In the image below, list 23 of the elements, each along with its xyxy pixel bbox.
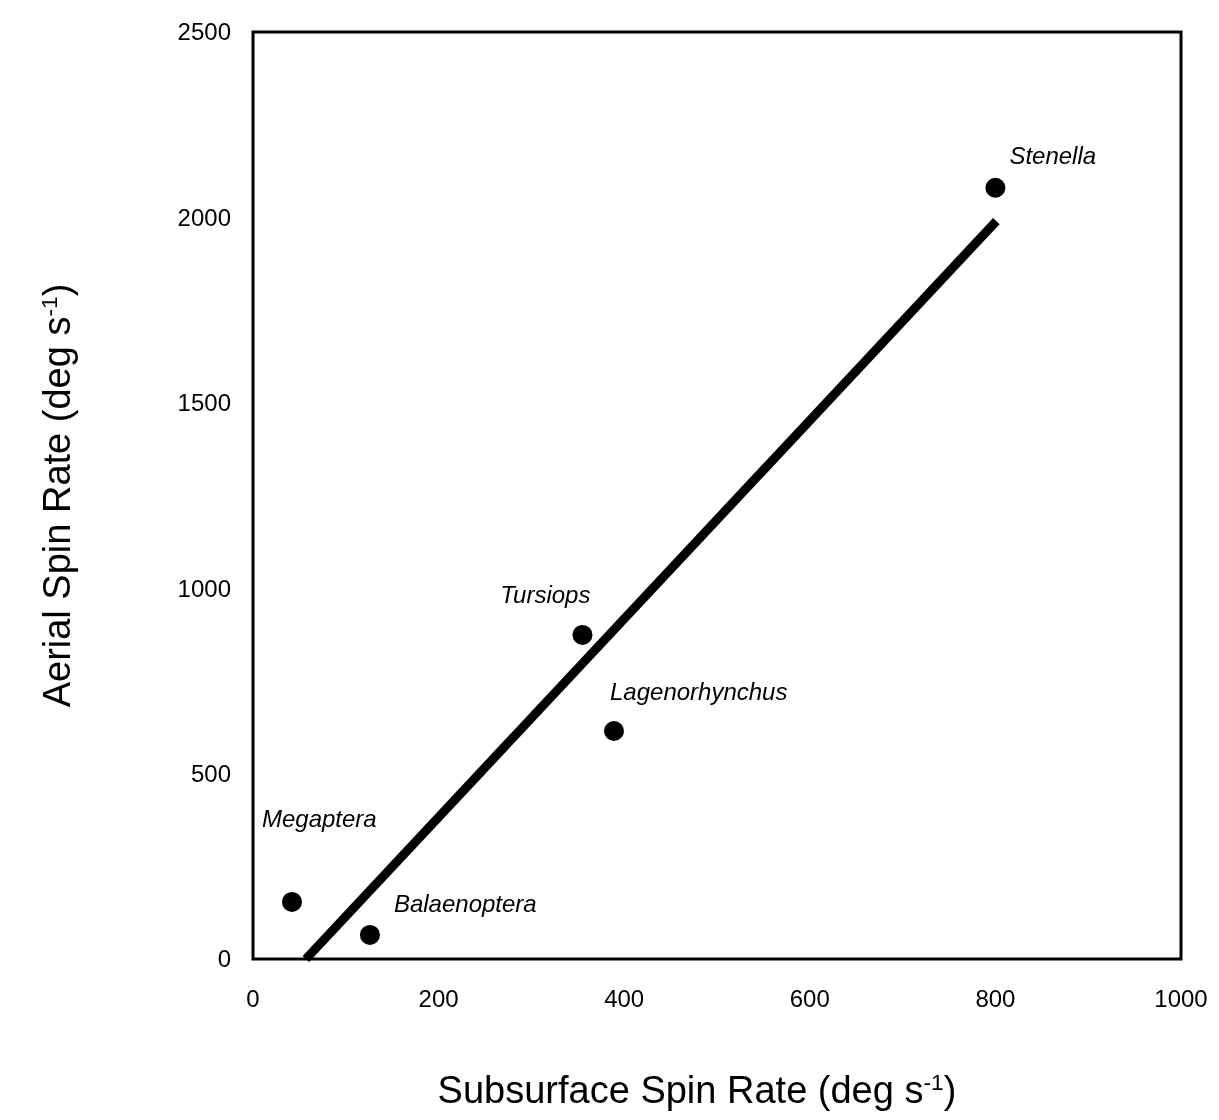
x-tick-label: 400 bbox=[604, 985, 645, 1012]
y-tick-label: 1500 bbox=[177, 389, 231, 417]
point bbox=[603, 720, 624, 741]
annotation: Balaenoptera bbox=[393, 889, 537, 917]
y-tick-label: 500 bbox=[190, 760, 231, 787]
x-tick-label: 200 bbox=[418, 985, 459, 1012]
annotation: Megaptera bbox=[261, 804, 377, 832]
point bbox=[359, 924, 380, 945]
point bbox=[572, 624, 593, 645]
annotation: Stenella bbox=[1009, 141, 1097, 169]
x-tick-label: 0 bbox=[246, 985, 260, 1012]
y-tick-label: 0 bbox=[217, 945, 231, 973]
point bbox=[985, 177, 1006, 198]
point bbox=[281, 891, 302, 912]
x-tick-label: 600 bbox=[789, 985, 830, 1012]
annotation: Tursiops bbox=[500, 580, 591, 608]
y-tick-label: 2000 bbox=[177, 203, 231, 231]
y-tick-label: 2500 bbox=[177, 18, 231, 46]
x-axis-title: Subsurface Spin Rate (deg s$^{-1}$) bbox=[437, 1069, 957, 1111]
x-tick-label: 800 bbox=[975, 985, 1016, 1012]
annotation: Lagenorhynchus bbox=[609, 677, 788, 705]
x-tick-label: 1000 bbox=[1154, 985, 1208, 1012]
y-tick-label: 1000 bbox=[177, 574, 231, 602]
